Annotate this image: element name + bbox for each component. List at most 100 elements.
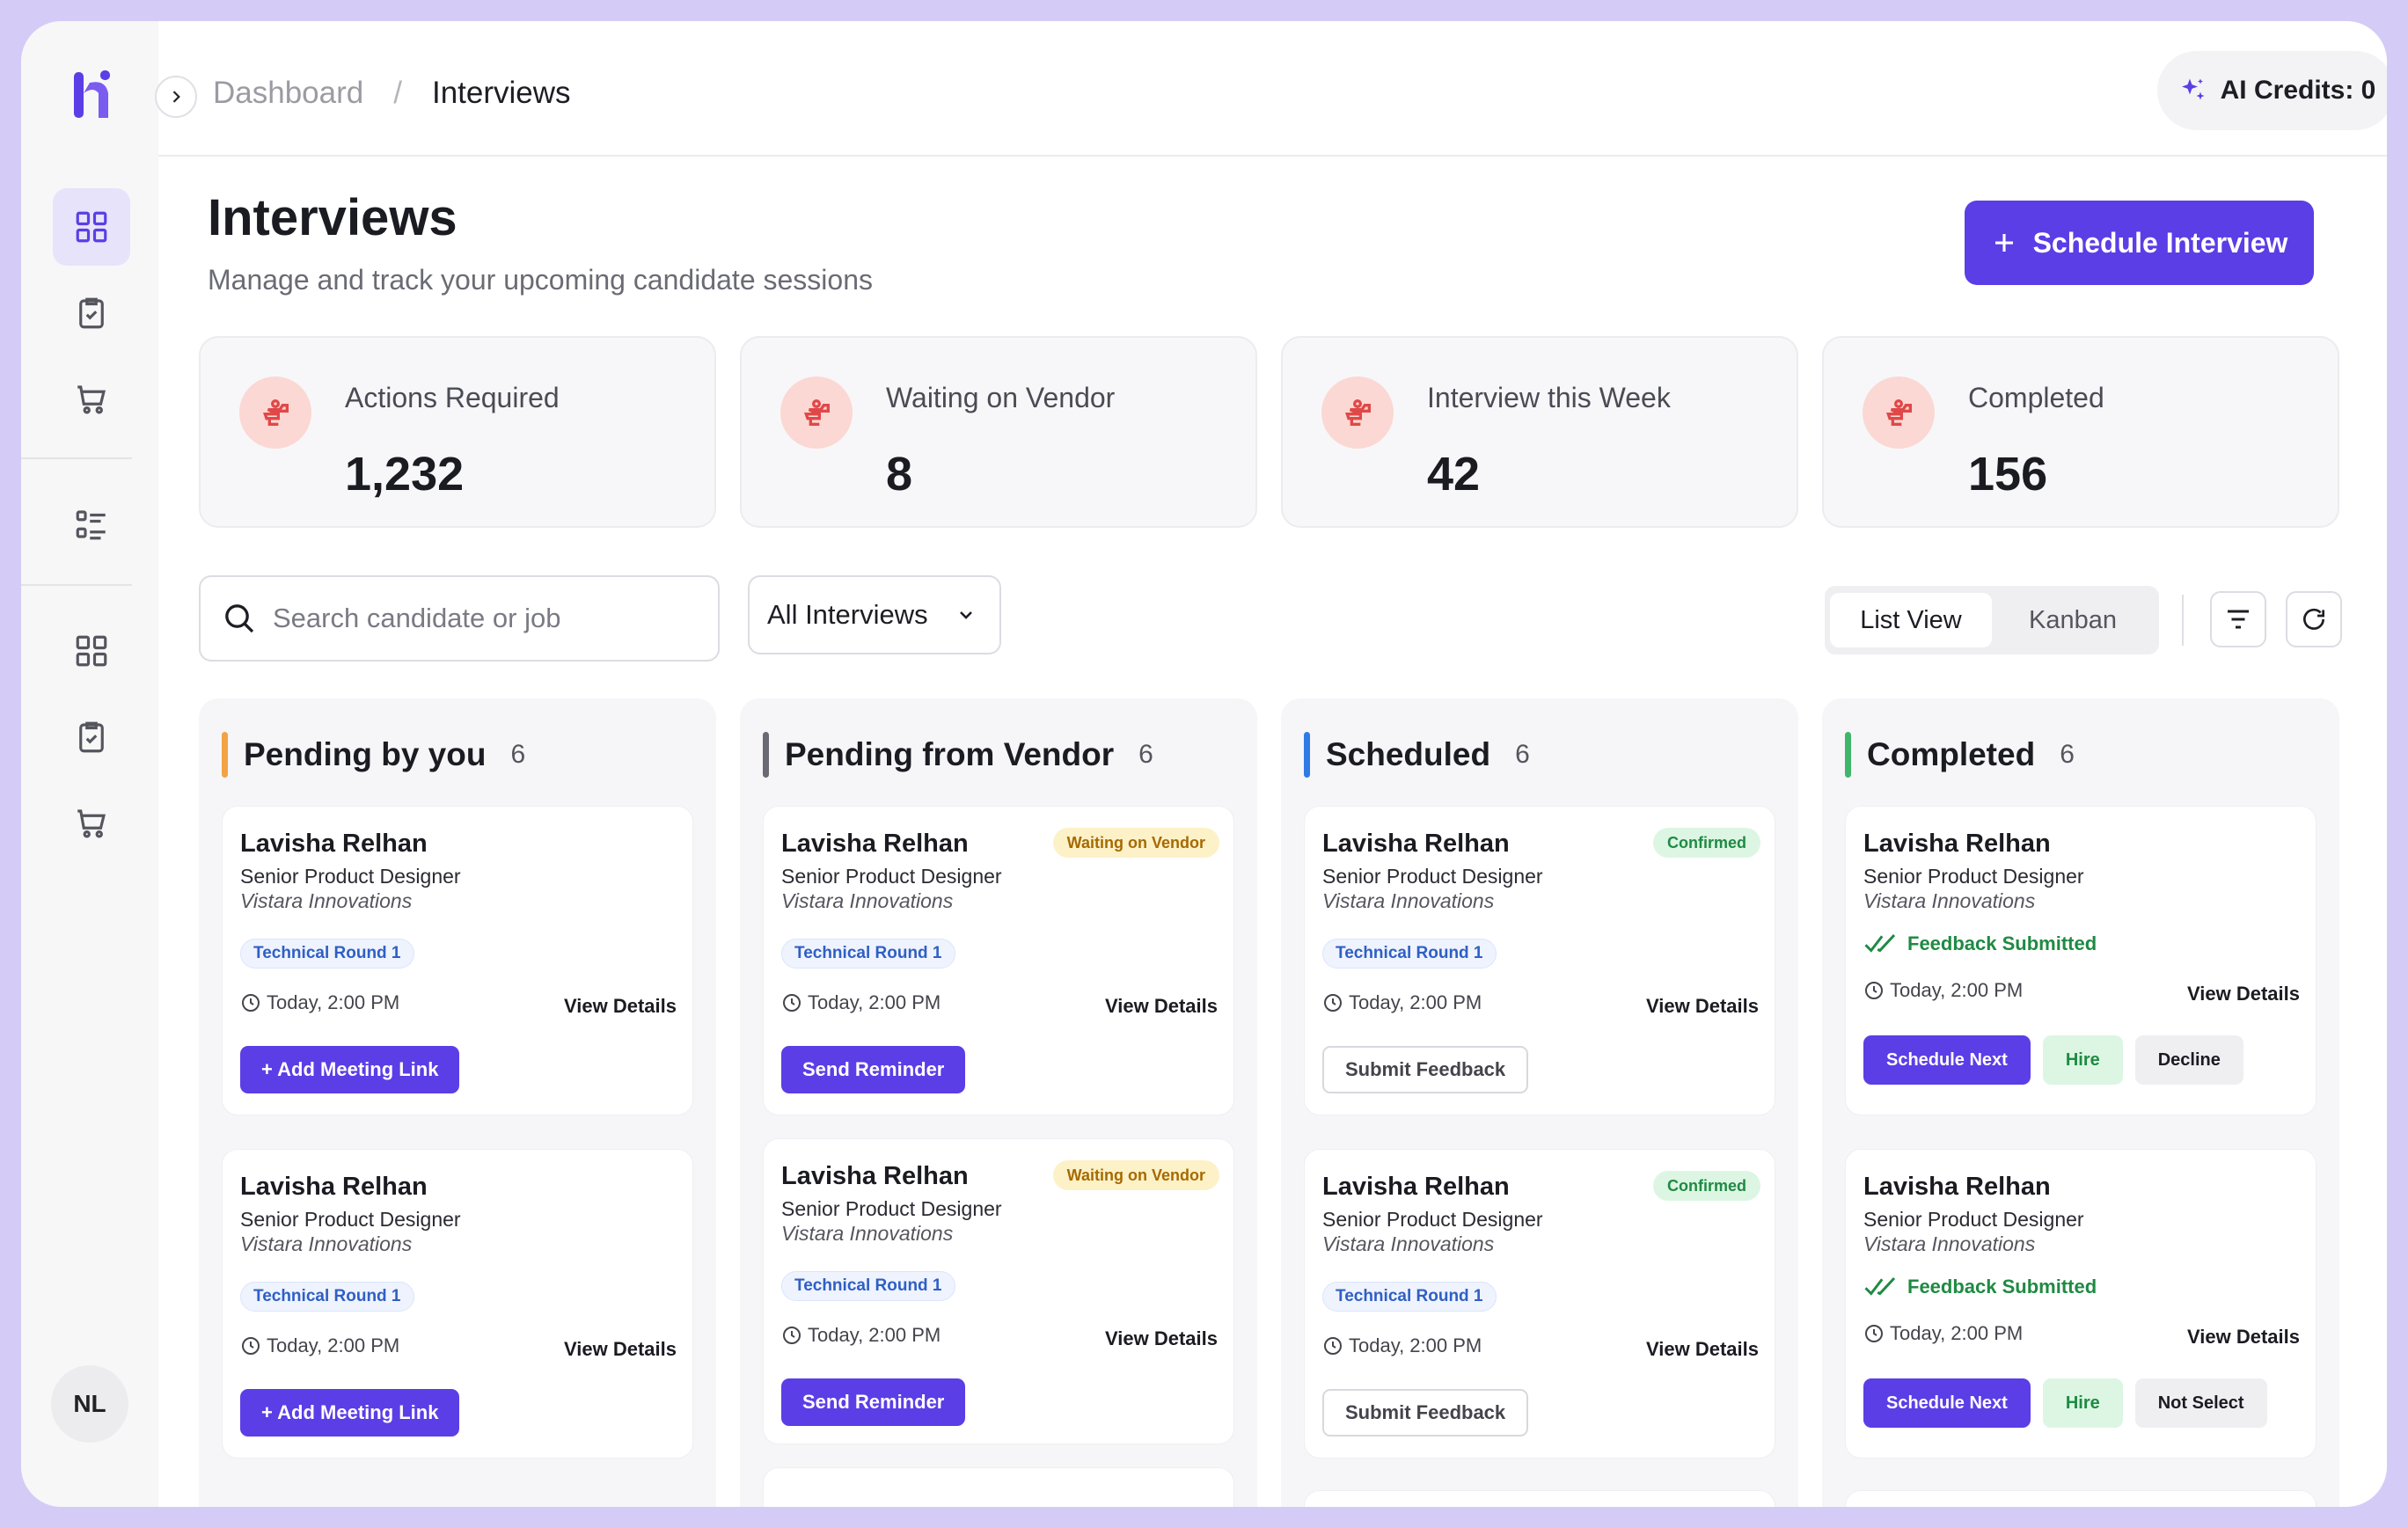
schedule-interview-button[interactable]: Schedule Interview — [1965, 201, 2314, 285]
column-title: Pending from Vendor — [785, 736, 1115, 772]
view-details-link[interactable]: View Details — [1646, 995, 1759, 1017]
stat-icon — [1321, 377, 1394, 449]
double-check-icon — [1864, 1276, 1896, 1296]
candidate-company: Vistara Innovations — [1322, 1232, 1495, 1255]
stat-label: Completed — [1968, 382, 2104, 413]
add-meeting-link-button[interactable]: + Add Meeting Link — [240, 1046, 460, 1093]
round-tag: Technical Round 1 — [240, 1282, 414, 1312]
hire-button[interactable]: Hire — [2042, 1378, 2123, 1428]
hand-icon — [1886, 399, 1912, 426]
sparkle-icon — [2181, 78, 2205, 100]
round-tag: Technical Round 1 — [240, 939, 414, 969]
page-title: Interviews — [208, 189, 457, 246]
search-input[interactable] — [273, 603, 677, 634]
view-toggle: List View Kanban — [1825, 586, 2159, 654]
interview-card[interactable]: Lavisha Relhan Senior Product Designer V… — [1845, 1149, 2317, 1459]
grid-icon — [76, 211, 107, 243]
sidebar-item-list[interactable] — [53, 486, 130, 563]
interview-card[interactable]: Lavisha Relhan Senior Product Designer V… — [222, 1149, 693, 1459]
add-meeting-link-button[interactable]: + Add Meeting Link — [240, 1389, 460, 1437]
interview-time-text: Today, 2:00 PM — [1890, 1322, 2024, 1344]
app-window: NL Dashboard / Interviews AI Credits: 0 … — [21, 21, 2387, 1507]
feedback-status: Feedback Submitted — [1863, 1275, 2097, 1299]
view-details-link[interactable]: View Details — [1105, 1327, 1218, 1349]
view-details-link[interactable]: View Details — [2187, 983, 2300, 1005]
interview-time: Today, 2:00 PM — [781, 991, 941, 1014]
clock-icon — [1865, 1325, 1883, 1342]
interview-time-text: Today, 2:00 PM — [1349, 1334, 1482, 1356]
column-header: Pending by you 6 — [222, 732, 525, 778]
interview-card[interactable]: Lavisha Relhan Confirmed Senior Product … — [1304, 806, 1775, 1115]
interview-card[interactable]: Lavisha Relhan Confirmed Senior Product … — [1304, 1149, 1775, 1459]
breadcrumb-parent[interactable]: Dashboard — [213, 76, 364, 110]
candidate-name: Lavisha Relhan — [1863, 1173, 2051, 1201]
interview-card[interactable]: Lavisha Relhan Senior Product Designer V… — [1845, 806, 2317, 1115]
decline-button[interactable]: Decline — [2134, 1035, 2243, 1085]
interview-time: Today, 2:00 PM — [781, 1324, 941, 1347]
status-badge: Confirmed — [1653, 1171, 1760, 1201]
cart-icon — [77, 385, 106, 414]
sidebar-item-orders-2[interactable] — [53, 785, 130, 862]
kanban-column-pending-by-you: Pending by you 6 Lavisha Relhan Senior P… — [199, 698, 716, 1507]
interview-filter-select[interactable]: All Interviews — [748, 575, 1001, 654]
ai-credits-pill[interactable]: AI Credits: 0 — [2157, 51, 2387, 130]
send-reminder-button[interactable]: Send Reminder — [781, 1046, 966, 1093]
view-details-link[interactable]: View Details — [1646, 1338, 1759, 1360]
view-details-link[interactable]: View Details — [564, 995, 677, 1017]
interview-card[interactable]: Lavisha Relhan Waiting on Vendor Senior … — [763, 1138, 1234, 1444]
feedback-status-text: Feedback Submitted — [1907, 1276, 2097, 1298]
interview-card[interactable]: Lavisha Relhan Senior Product Designer V… — [222, 806, 693, 1115]
user-avatar[interactable]: NL — [51, 1365, 128, 1443]
not-select-button[interactable]: Not Select — [2134, 1378, 2267, 1428]
filter-button[interactable] — [2210, 591, 2266, 647]
view-details-link[interactable]: View Details — [1105, 995, 1218, 1017]
candidate-role: Senior Product Designer — [781, 1197, 1002, 1220]
sidebar-item-orders[interactable] — [53, 361, 130, 438]
send-reminder-button[interactable]: Send Reminder — [781, 1378, 966, 1426]
sidebar-item-tasks-2[interactable] — [53, 698, 130, 776]
refresh-button[interactable] — [2286, 591, 2342, 647]
candidate-company: Vistara Innovations — [240, 889, 413, 912]
status-badge: Confirmed — [1653, 828, 1760, 858]
column-count: 6 — [1138, 740, 1153, 769]
column-count: 6 — [2060, 740, 2075, 769]
submit-feedback-button[interactable]: Submit Feedback — [1322, 1046, 1529, 1093]
interview-card-partial[interactable] — [1304, 1490, 1775, 1507]
sidebar-item-tasks[interactable] — [53, 274, 130, 352]
candidate-role: Senior Product Designer — [240, 1208, 461, 1231]
sidebar-item-dashboard-2[interactable] — [53, 612, 130, 690]
stat-value: 42 — [1427, 448, 1481, 501]
chevron-down-icon — [960, 611, 972, 619]
tab-kanban[interactable]: Kanban — [2029, 605, 2117, 634]
candidate-role: Senior Product Designer — [1322, 865, 1543, 888]
column-accent-bar — [1304, 732, 1310, 778]
hire-button[interactable]: Hire — [2042, 1035, 2123, 1085]
interview-time-text: Today, 2:00 PM — [1890, 979, 2024, 1001]
interview-card[interactable]: Lavisha Relhan Waiting on Vendor Senior … — [763, 806, 1234, 1115]
refresh-icon — [2303, 608, 2324, 630]
view-details-link[interactable]: View Details — [2187, 1326, 2300, 1348]
submit-feedback-button[interactable]: Submit Feedback — [1322, 1389, 1529, 1437]
clock-icon — [1324, 994, 1342, 1012]
interview-card-partial[interactable] — [1845, 1490, 2317, 1507]
feedback-status: Feedback Submitted — [1863, 932, 2097, 956]
candidate-name: Lavisha Relhan — [1322, 830, 1510, 858]
schedule-next-button[interactable]: Schedule Next — [1863, 1378, 2031, 1428]
interview-time: Today, 2:00 PM — [1863, 979, 2023, 1002]
list-icon — [76, 510, 106, 540]
column-header: Pending from Vendor 6 — [763, 732, 1153, 778]
schedule-interview-label: Schedule Interview — [2032, 226, 2288, 259]
stat-value: 156 — [1968, 448, 2048, 501]
app-logo[interactable] — [70, 67, 116, 123]
schedule-next-button[interactable]: Schedule Next — [1863, 1035, 2031, 1085]
stat-value: 8 — [886, 448, 913, 501]
interview-time-text: Today, 2:00 PM — [808, 991, 941, 1013]
view-details-link[interactable]: View Details — [564, 1338, 677, 1360]
tab-list-view[interactable]: List View — [1830, 593, 1992, 647]
candidate-role: Senior Product Designer — [781, 865, 1002, 888]
candidate-company: Vistara Innovations — [1863, 889, 2036, 912]
feedback-status-text: Feedback Submitted — [1907, 932, 2097, 954]
sidebar-item-dashboard[interactable] — [53, 188, 130, 266]
expand-sidebar-button[interactable] — [155, 76, 197, 118]
interview-card-partial[interactable] — [763, 1467, 1234, 1507]
